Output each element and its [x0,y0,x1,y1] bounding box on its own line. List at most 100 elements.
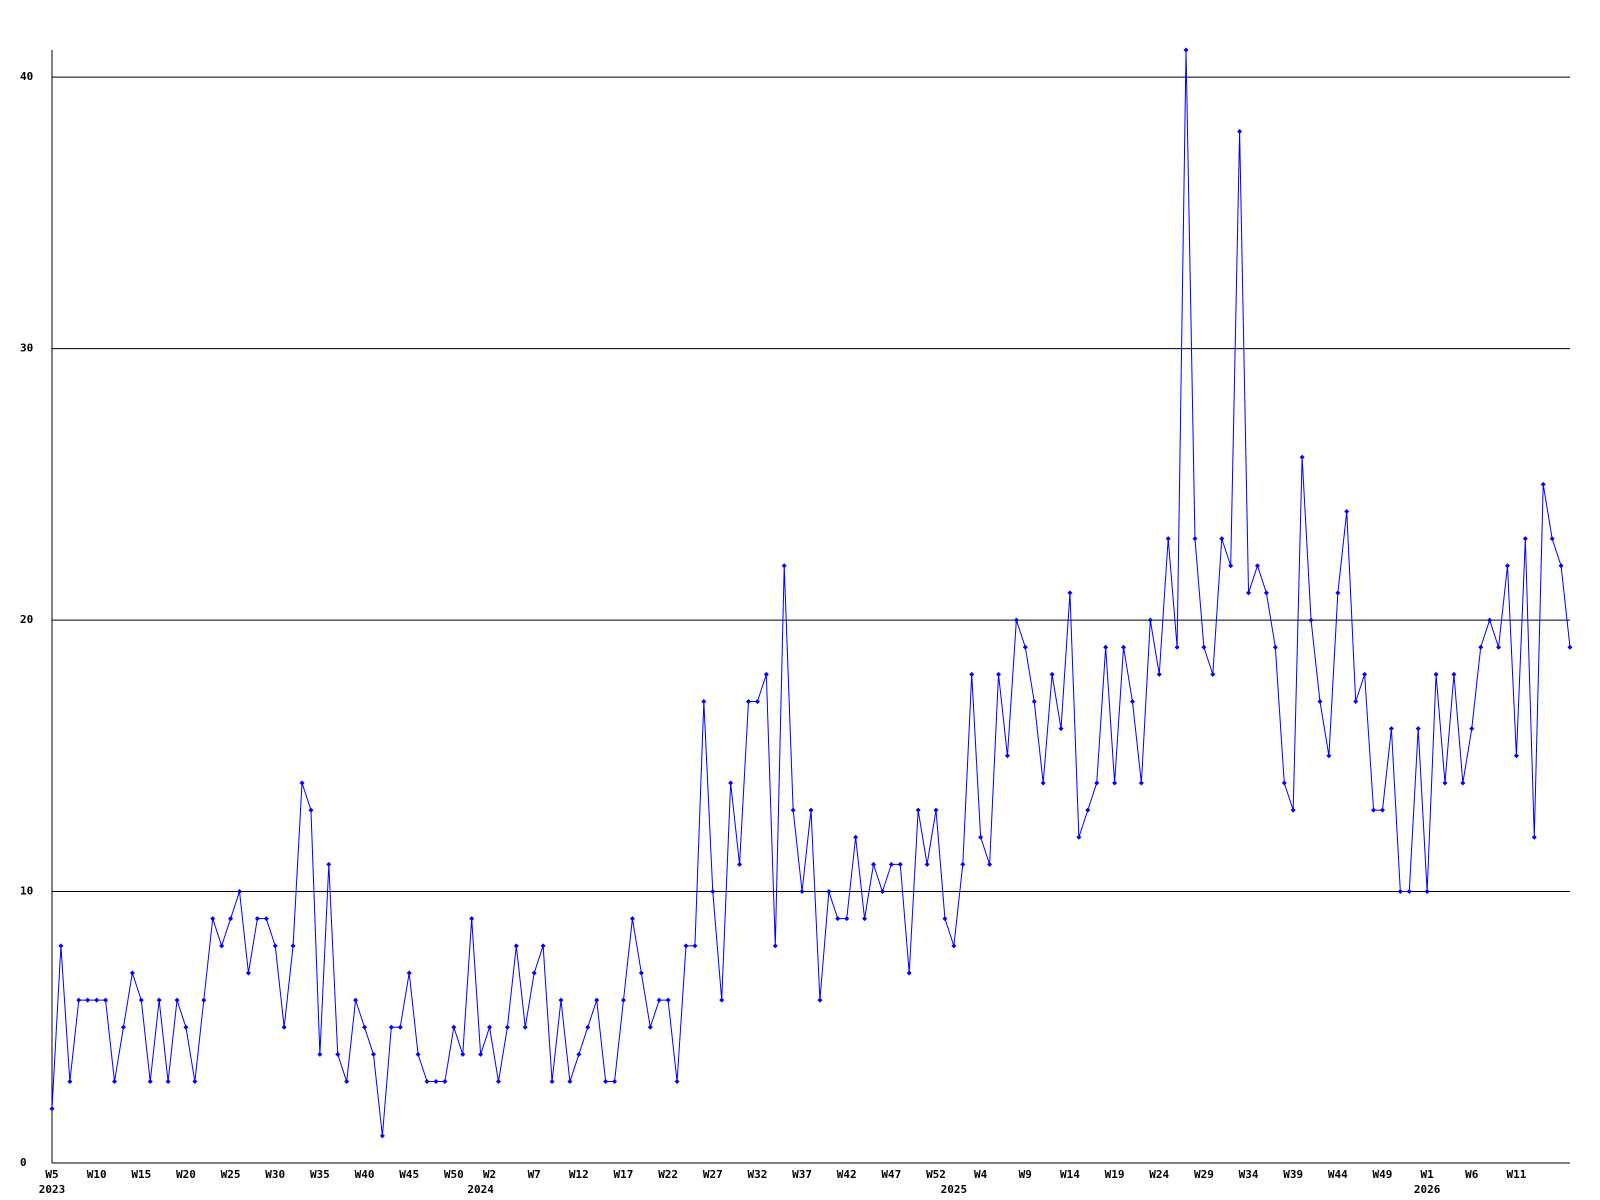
point [1317,699,1323,705]
point [1121,644,1127,650]
x-tick-label: W35 [310,1168,330,1181]
point [433,1079,439,1085]
point [737,861,743,867]
point [76,997,82,1003]
point [1192,536,1198,542]
point [888,861,894,867]
point [656,997,662,1003]
x-tick-label: W50 [444,1168,464,1181]
point [754,699,760,705]
point [987,861,993,867]
point [1022,644,1028,650]
point [1290,807,1296,813]
point [147,1079,153,1085]
point [379,1133,385,1139]
point [781,563,787,569]
y-tick-label: 0 [20,1156,27,1169]
point [1299,454,1305,460]
point [237,889,243,895]
point [1263,590,1269,596]
point [567,1079,573,1085]
x-tick-label: W29 [1194,1168,1214,1181]
point [344,1079,350,1085]
point [1138,780,1144,786]
x-tick-label: W10 [87,1168,107,1181]
point [790,807,796,813]
point [1371,807,1377,813]
point [1558,563,1564,569]
x-tick-label: W39 [1283,1168,1303,1181]
point [85,997,91,1003]
point [808,807,814,813]
point [1085,807,1091,813]
point [1094,780,1100,786]
point [951,943,957,949]
point [1567,644,1573,650]
point [603,1079,609,1085]
point [719,997,725,1003]
point [495,1079,501,1085]
point [245,970,251,976]
point [103,997,109,1003]
point [1174,644,1180,650]
point [629,916,635,922]
point [1379,807,1385,813]
point [469,916,475,922]
point [1201,644,1207,650]
x-tick-label: W24 [1149,1168,1169,1181]
point [424,1079,430,1085]
point [94,997,100,1003]
point [388,1024,394,1030]
point [174,997,180,1003]
point [1076,834,1082,840]
point [335,1051,341,1057]
point [1326,753,1332,759]
point [1522,536,1528,542]
point [1540,481,1546,487]
point [1246,590,1252,596]
point [1353,699,1359,705]
x-tick-label: W22 [658,1168,678,1181]
point [1344,508,1350,514]
x-tick-label: W1 [1421,1168,1435,1181]
line [51,49,1571,1136]
point [692,943,698,949]
point [933,807,939,813]
x-tick-label: W4 [974,1168,988,1181]
point [1433,671,1439,677]
point [263,916,269,922]
point [1112,780,1118,786]
point [1451,671,1457,677]
x-tick-label: W40 [355,1168,375,1181]
y-tick-label: 40 [20,70,33,83]
x-tick-label: W7 [528,1168,541,1181]
point [576,1051,582,1057]
point [1156,671,1162,677]
year-label: 2023 [39,1183,66,1196]
point [1219,536,1225,542]
x-tick-label: W15 [131,1168,151,1181]
point [996,671,1002,677]
point [522,1024,528,1030]
point [763,671,769,677]
point [1272,644,1278,650]
point [799,889,805,895]
point [879,889,885,895]
x-tick-label: W37 [792,1168,812,1181]
year-label: 2026 [1414,1183,1441,1196]
x-tick-label: W44 [1328,1168,1348,1181]
point [1496,644,1502,650]
point [254,916,260,922]
point [183,1024,189,1030]
point [451,1024,457,1030]
point [862,916,868,922]
point [1067,590,1073,596]
point [826,889,832,895]
point [67,1079,73,1085]
point [353,997,359,1003]
point [478,1051,484,1057]
point [1406,889,1412,895]
point [138,997,144,1003]
point [674,1079,680,1085]
